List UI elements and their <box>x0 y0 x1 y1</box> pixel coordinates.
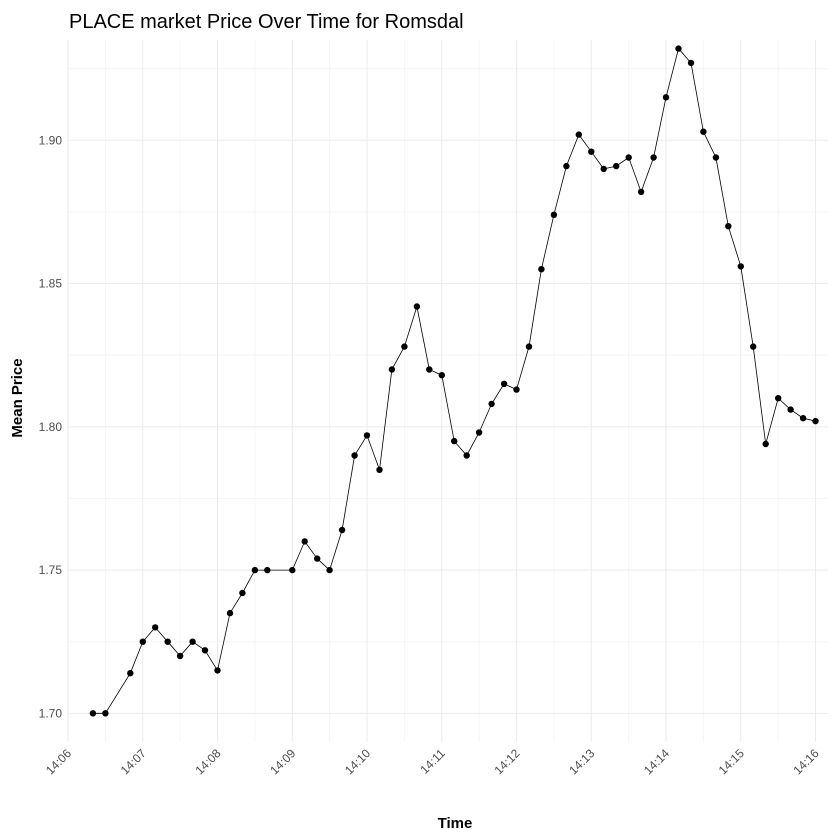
data-point <box>351 452 358 459</box>
data-point <box>152 624 159 631</box>
data-point <box>762 440 769 448</box>
data-point <box>451 437 458 445</box>
x-axis-title: Time <box>438 815 473 832</box>
data-point <box>89 710 97 717</box>
data-point <box>625 154 632 161</box>
data-point <box>426 366 433 373</box>
data-point <box>363 432 371 439</box>
x-tick-label: 14:09 <box>267 746 298 777</box>
data-point <box>463 452 470 459</box>
data-point <box>700 128 707 135</box>
data-point <box>550 211 558 218</box>
data-point <box>799 415 807 422</box>
data-point <box>687 59 695 67</box>
data-point <box>201 647 209 654</box>
x-tick-label: 14:12 <box>492 746 523 777</box>
data-point <box>338 526 346 534</box>
x-tick-label: 14:06 <box>43 746 74 777</box>
data-point <box>376 466 383 473</box>
data-point <box>214 667 221 674</box>
x-tick-label: 14:07 <box>118 746 149 777</box>
y-tick-label: 1.80 <box>39 420 63 434</box>
x-tick-label: 14:11 <box>417 746 448 777</box>
data-point <box>301 538 308 545</box>
data-point <box>513 386 520 393</box>
data-point <box>314 555 321 562</box>
data-point <box>737 263 744 270</box>
data-point <box>413 303 421 310</box>
y-tick-label: 1.85 <box>39 277 63 291</box>
data-point <box>588 148 595 155</box>
data-point <box>127 670 134 677</box>
plot-grid <box>67 40 828 742</box>
y-tick-label: 1.70 <box>39 706 63 720</box>
y-axis-tick-labels: 1.70 1.75 1.80 1.85 1.90 <box>39 133 63 720</box>
x-tick-label: 14:13 <box>566 746 597 777</box>
data-point <box>500 380 508 387</box>
x-tick-label: 14:10 <box>342 746 373 777</box>
data-point <box>176 652 184 660</box>
data-point <box>239 589 246 597</box>
data-point <box>775 395 782 402</box>
price-series <box>89 45 819 717</box>
data-point <box>164 638 171 645</box>
data-point <box>289 566 296 574</box>
data-point <box>575 131 582 138</box>
x-tick-label: 14:16 <box>791 746 822 777</box>
y-tick-label: 1.75 <box>39 563 63 577</box>
y-axis-title: Mean Price <box>9 358 26 437</box>
data-point <box>712 154 720 161</box>
data-point <box>326 566 333 574</box>
data-point <box>438 372 445 379</box>
data-point <box>102 710 109 717</box>
data-point <box>787 406 794 413</box>
data-point <box>750 343 757 350</box>
data-point <box>488 400 495 408</box>
data-point <box>662 94 670 101</box>
chart-title: PLACE market Price Over Time for Romsdal <box>69 11 464 33</box>
data-point <box>401 343 408 350</box>
data-point <box>613 162 620 170</box>
data-point <box>812 417 819 425</box>
data-point <box>637 188 645 196</box>
x-tick-label: 14:14 <box>641 746 672 777</box>
data-point <box>189 638 196 645</box>
data-point <box>251 566 259 574</box>
series-line <box>92 47 816 714</box>
data-point <box>538 266 545 273</box>
data-point <box>650 154 657 161</box>
x-tick-label: 14:08 <box>192 746 223 777</box>
data-point <box>725 223 732 230</box>
data-point <box>139 638 146 645</box>
data-point <box>600 165 607 173</box>
data-point <box>264 566 271 574</box>
data-point <box>563 162 570 170</box>
x-axis-tick-labels: 14:06 14:07 14:08 14:09 14:10 14:11 14:12 14:13… <box>43 746 822 777</box>
y-tick-label: 1.90 <box>39 133 63 147</box>
data-point <box>475 429 483 436</box>
data-point <box>675 45 682 52</box>
data-point <box>388 366 396 373</box>
data-point <box>226 609 234 617</box>
x-tick-label: 14:15 <box>716 746 747 777</box>
data-point <box>525 343 533 350</box>
